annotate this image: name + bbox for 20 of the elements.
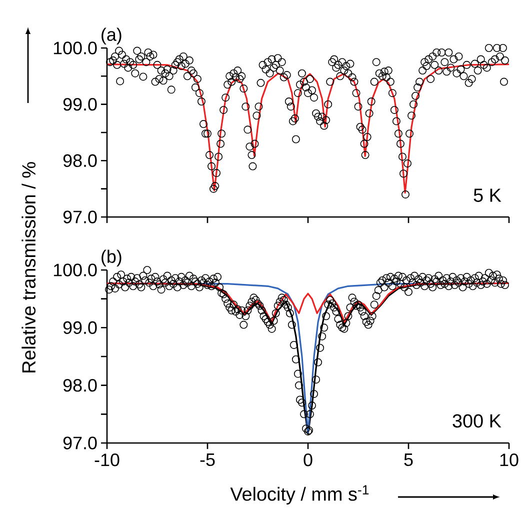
x-tick-label: -10 [94,454,120,466]
x-axis-title: Velocity / mm s$^{-1}$ [230,485,369,505]
chart-title: (b) [102,250,122,266]
y-tick-label: 97.0 [63,436,97,450]
y-tick-label: 97.0 [63,210,97,224]
annotation: 300 K [452,414,502,428]
x-tick-label: 0 [304,454,312,466]
y-axis-title: Relative transmission / % [22,162,36,372]
y-tick-label: 98.0 [63,154,97,168]
line-series [106,282,510,323]
y-tick-label: 99.0 [63,98,97,111]
x-tick-label: 5 [404,454,413,466]
annotation: 5 K [474,188,502,202]
y-tick-label: 99.0 [63,321,97,334]
chart-title: (a) [102,28,122,44]
y-tick-label: 100.0 [54,42,97,54]
x-tick-label: -5 [200,454,215,466]
y-tick-label: 98.0 [63,378,97,392]
x-tick-label: 10 [500,454,518,466]
y-tick-label: 100.0 [54,264,97,276]
